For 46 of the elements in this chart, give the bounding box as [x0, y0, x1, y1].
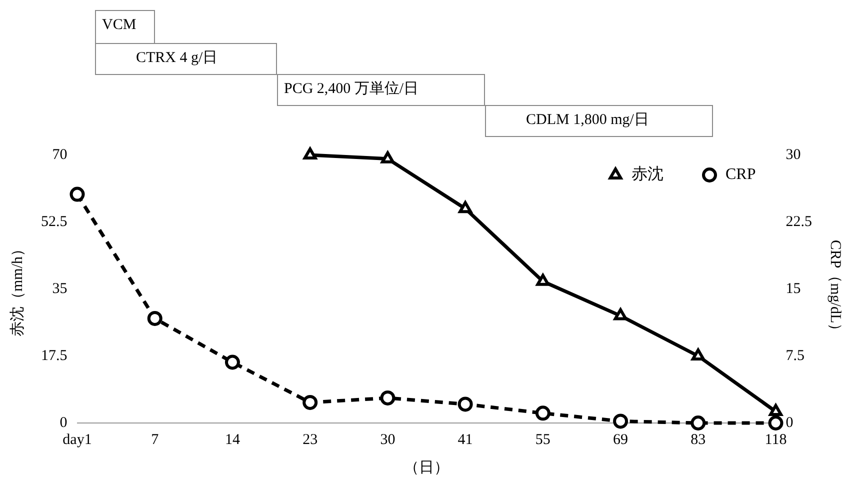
y2-tick-label: 0	[786, 414, 794, 431]
x-tick-label: 55	[535, 432, 550, 448]
x-tick-label: 14	[224, 432, 240, 448]
text: CTRX 4 g/日	[95, 43, 277, 75]
point	[381, 151, 394, 164]
text: VCM	[95, 10, 155, 44]
y2-axis-title: CRP（mg/dL）	[827, 240, 844, 338]
x-tick-label: 7	[151, 432, 160, 448]
point	[768, 416, 784, 430]
x-axis-title: （日）	[404, 460, 449, 476]
point	[302, 394, 318, 410]
y2-tick-label: 7.5	[786, 348, 804, 364]
x-tick-label: 69	[613, 432, 628, 448]
y-tick-label: 52.5	[41, 214, 68, 230]
point	[536, 274, 550, 286]
point	[613, 414, 628, 429]
x-tick-label: 23	[302, 432, 318, 448]
point	[535, 406, 550, 421]
x-tick-label: 30	[380, 432, 396, 448]
x-tick-label: 41	[458, 432, 473, 448]
y-tick-label: 17.5	[41, 348, 68, 364]
point	[380, 390, 396, 406]
x-tick-label: day1	[62, 432, 92, 448]
y2-tick-label: 30	[786, 146, 801, 163]
y-tick-label: 35	[52, 280, 68, 297]
y2-tick-label: 22.5	[786, 214, 812, 230]
x-tick-label: 118	[764, 432, 787, 448]
text: CDLM 1,800 mg/日	[485, 105, 713, 137]
point	[303, 148, 317, 160]
point	[224, 354, 240, 370]
point	[147, 310, 162, 326]
point	[690, 416, 706, 430]
legend-label: 赤沈	[632, 165, 664, 184]
point	[691, 348, 705, 360]
point	[614, 308, 628, 320]
point	[70, 186, 85, 202]
x-tick-label: 83	[690, 432, 706, 448]
point	[769, 404, 782, 416]
point	[458, 201, 472, 214]
text: PCG 2,400 万単位/日	[277, 74, 485, 106]
point	[458, 396, 473, 412]
y2-tick-label: 15	[786, 280, 801, 297]
y-tick-label: 0	[60, 414, 68, 431]
y-tick-label: 70	[52, 146, 68, 163]
legend-label: CRP	[726, 166, 756, 184]
y-axis-title: 赤沈（mm/h）	[8, 241, 26, 337]
